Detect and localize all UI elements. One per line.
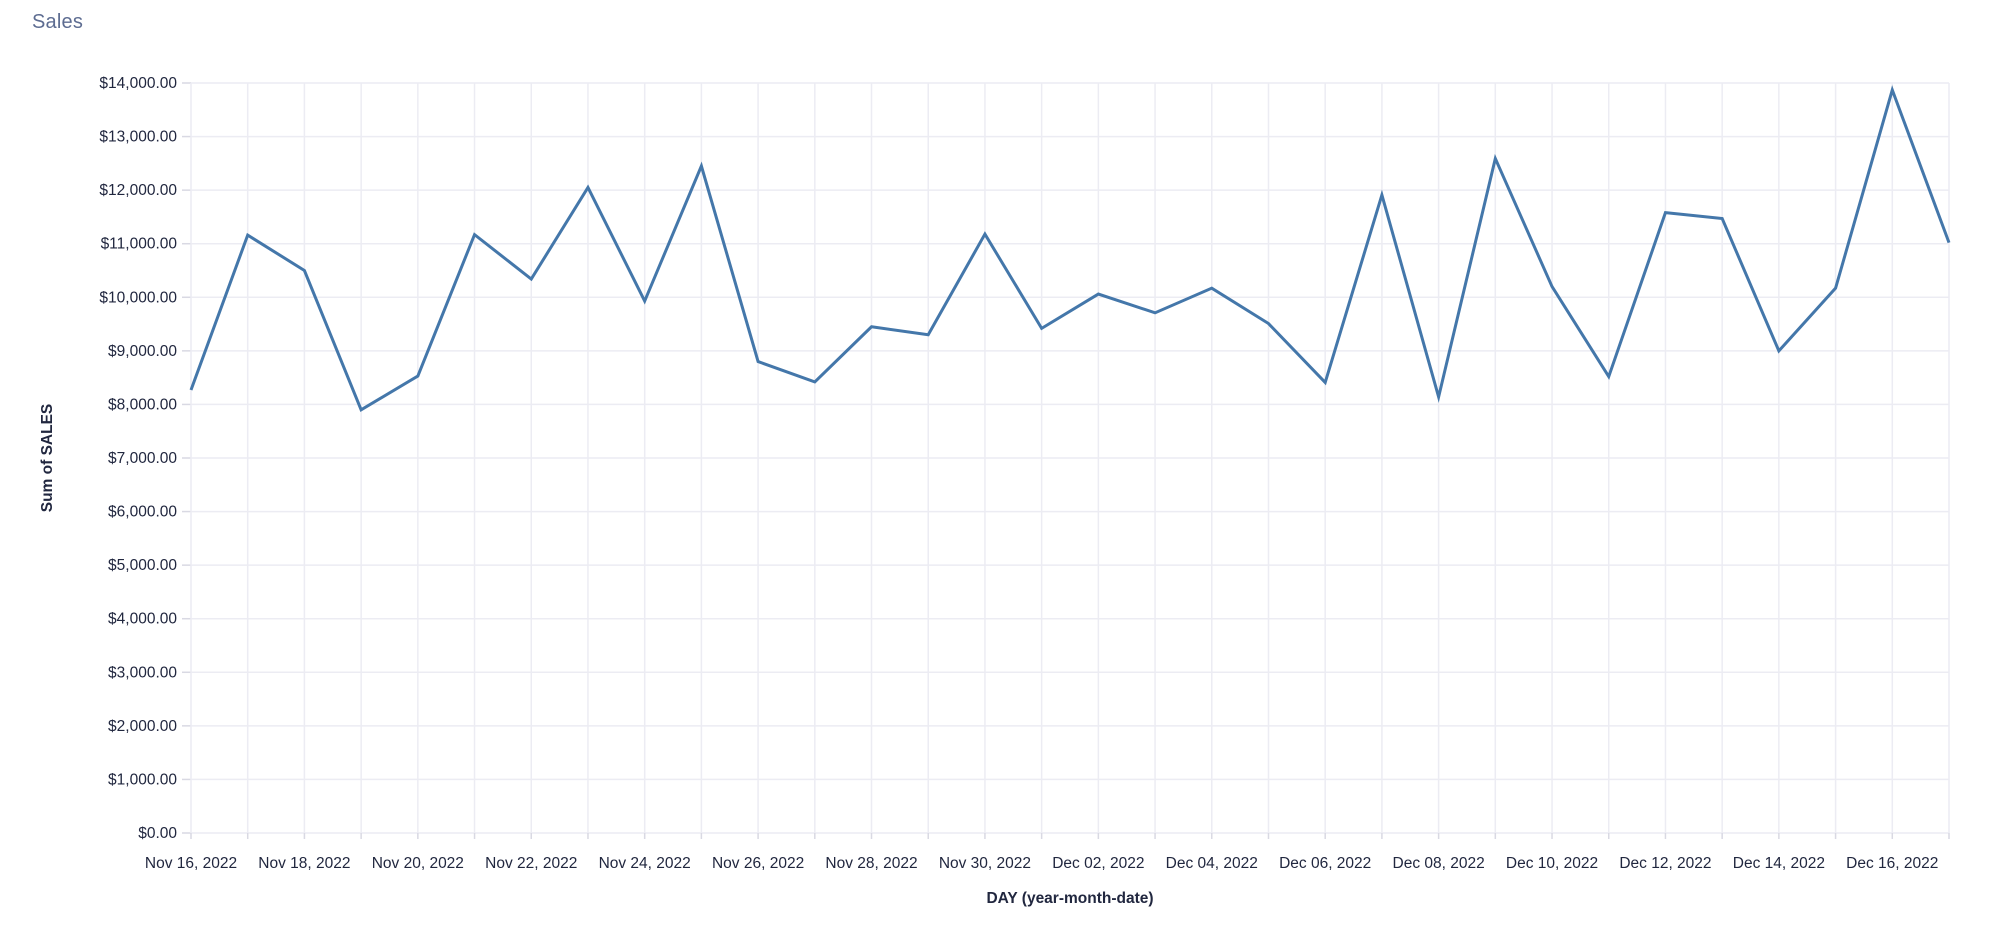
x-axis-tick-label: Dec 16, 2022 [1846, 855, 1938, 872]
x-axis-tick-label: Dec 04, 2022 [1166, 855, 1258, 872]
y-axis-tick-label: $3,000.00 [108, 664, 177, 681]
x-axis-tick-label: Nov 18, 2022 [258, 855, 350, 872]
y-axis-tick-label: $11,000.00 [101, 236, 178, 253]
y-axis-tick-label: $13,000.00 [99, 129, 177, 146]
x-axis-tick-label: Nov 22, 2022 [485, 855, 577, 872]
y-axis-tick-label: $0.00 [138, 825, 177, 842]
x-axis-tick-label: Dec 06, 2022 [1279, 855, 1371, 872]
x-axis-tick-label: Dec 14, 2022 [1733, 855, 1825, 872]
x-axis-tick-label: Nov 16, 2022 [145, 855, 237, 872]
y-axis-tick-label: $8,000.00 [108, 396, 177, 413]
x-axis-tick-label: Nov 26, 2022 [712, 855, 804, 872]
y-axis-tick-label: $9,000.00 [108, 343, 177, 360]
x-axis-tick-label: Dec 10, 2022 [1506, 855, 1598, 872]
y-axis-tick-label: $12,000.00 [99, 182, 177, 199]
x-axis-tick-label: Dec 12, 2022 [1619, 855, 1711, 872]
x-axis-tick-label: Nov 30, 2022 [939, 855, 1031, 872]
y-axis-tick-label: $2,000.00 [108, 718, 177, 735]
y-axis-tick-label: $7,000.00 [108, 450, 177, 467]
chart-title: Sales [32, 11, 84, 33]
y-axis-tick-label: $5,000.00 [108, 557, 177, 574]
y-axis-tick-label: $6,000.00 [108, 504, 177, 521]
x-axis-title: DAY (year-month-date) [986, 890, 1153, 907]
y-axis-tick-label: $4,000.00 [108, 611, 177, 628]
x-axis-tick-label: Nov 20, 2022 [372, 855, 464, 872]
x-axis-tick-label: Nov 24, 2022 [599, 855, 691, 872]
y-axis-tick-label: $1,000.00 [108, 771, 177, 788]
sales-series-line[interactable] [189, 85, 1951, 412]
x-axis-tick-label: Nov 28, 2022 [825, 855, 917, 872]
x-axis-tick-label: Dec 08, 2022 [1393, 855, 1485, 872]
y-axis-title: Sum of SALES [39, 404, 56, 513]
x-axis-tick-label: Dec 02, 2022 [1052, 855, 1144, 872]
y-axis-tick-label: $10,000.00 [99, 289, 177, 306]
y-axis-tick-label: $14,000.00 [99, 75, 177, 92]
